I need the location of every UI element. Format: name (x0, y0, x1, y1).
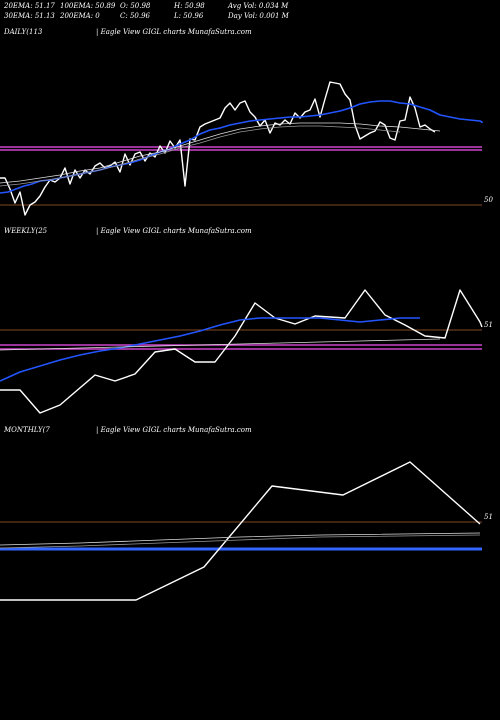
panel-1-subtitle: | Eagle View GIGL charts MunafaSutra.com (96, 227, 252, 235)
panel-2-subtitle: | Eagle View GIGL charts MunafaSutra.com (96, 426, 252, 434)
panel-1-series-price-0 (0, 289, 483, 414)
panel-0-title: DAILY(113 (3, 28, 43, 36)
panel-1-tick-label: 51 (484, 321, 493, 329)
panel-2-series-price-0 (0, 461, 481, 601)
panel-0-series-price-0 (0, 81, 436, 216)
ema30-value: 30EMA: 51.13 (4, 12, 55, 20)
panel-0-subtitle: | Eagle View GIGL charts MunafaSutra.com (96, 28, 252, 36)
panel-1-series-ema-1 (0, 317, 420, 382)
high-value: H: 50.98 (174, 2, 205, 10)
panel-0-series-ma_a-2 (0, 122, 441, 184)
ema20-value: 20EMA: 51.17 (4, 2, 55, 10)
close-value: C: 50.96 (120, 12, 150, 20)
panel-2-tick-label: 51 (484, 513, 493, 521)
panel-1-title: WEEKLY(25 (4, 227, 48, 235)
ema200-value: 200EMA: 0 (60, 12, 100, 20)
avg-vol-value: Avg Vol: 0.034 M (228, 2, 289, 10)
panel-2-title: MONTHLY(7 (3, 426, 50, 434)
panel-0-series-ma_b-3 (0, 125, 401, 187)
panel-2-series-ma_b-2 (0, 534, 481, 549)
panel-1-series-ma_a-2 (0, 338, 441, 351)
panel-2-series-ma_a-1 (0, 532, 481, 546)
day-vol-value: Day Vol: 0.001 M (228, 12, 289, 20)
panel-0-tick-label: 50 (484, 196, 493, 204)
ema100-value: 100EMA: 50.89 (60, 2, 116, 10)
low-value: L: 50.96 (174, 12, 204, 20)
open-value: O: 50.98 (120, 2, 151, 10)
